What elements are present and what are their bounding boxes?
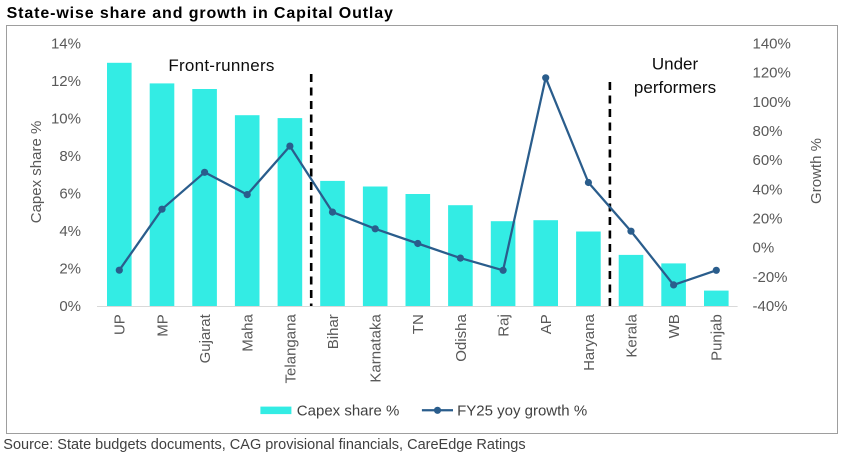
svg-text:WB: WB	[666, 314, 683, 338]
svg-text:Front-runners: Front-runners	[168, 56, 274, 75]
svg-text:0%: 0%	[59, 298, 81, 315]
svg-text:60%: 60%	[753, 152, 783, 169]
svg-text:Telangana: Telangana	[282, 314, 299, 384]
svg-text:20%: 20%	[753, 211, 783, 228]
svg-text:14%: 14%	[51, 36, 81, 53]
svg-text:Maha: Maha	[240, 314, 257, 352]
svg-text:12%: 12%	[51, 73, 81, 90]
svg-text:0%: 0%	[753, 240, 775, 257]
svg-text:MP: MP	[154, 314, 171, 337]
svg-text:Gujarat: Gujarat	[197, 313, 214, 363]
svg-text:Bihar: Bihar	[325, 314, 342, 349]
svg-text:Haryana: Haryana	[581, 314, 598, 371]
svg-text:Growth %: Growth %	[808, 138, 825, 204]
svg-text:State-wise share and growth in: State-wise share and growth in Capital O…	[7, 5, 394, 22]
svg-text:-20%: -20%	[753, 269, 788, 286]
svg-text:Raj: Raj	[496, 314, 513, 337]
svg-text:2%: 2%	[59, 261, 81, 278]
svg-text:Capex share %: Capex share %	[297, 403, 400, 420]
svg-text:6%: 6%	[59, 186, 81, 203]
svg-text:TN: TN	[410, 314, 427, 334]
svg-text:8%: 8%	[59, 148, 81, 165]
svg-text:80%: 80%	[753, 123, 783, 140]
svg-text:AP: AP	[538, 314, 555, 334]
svg-text:100%: 100%	[753, 94, 791, 111]
svg-text:Capex share %: Capex share %	[28, 121, 45, 224]
svg-text:Odisha: Odisha	[453, 314, 470, 362]
svg-text:Source: State budgets document: Source: State budgets documents, CAG pro…	[3, 437, 525, 453]
svg-text:-40%: -40%	[753, 298, 788, 315]
svg-text:140%: 140%	[753, 36, 791, 53]
svg-text:120%: 120%	[753, 65, 791, 82]
svg-text:4%: 4%	[59, 223, 81, 240]
svg-text:Under: Under	[652, 55, 699, 74]
svg-text:40%: 40%	[753, 181, 783, 198]
svg-text:Kerala: Kerala	[623, 314, 640, 358]
svg-text:FY25 yoy growth %: FY25 yoy growth %	[457, 403, 587, 420]
svg-text:UP: UP	[112, 314, 129, 335]
svg-text:Karnataka: Karnataka	[368, 314, 385, 383]
svg-text:Punjab: Punjab	[709, 314, 726, 361]
svg-text:performers: performers	[634, 78, 716, 97]
svg-text:10%: 10%	[51, 111, 81, 128]
